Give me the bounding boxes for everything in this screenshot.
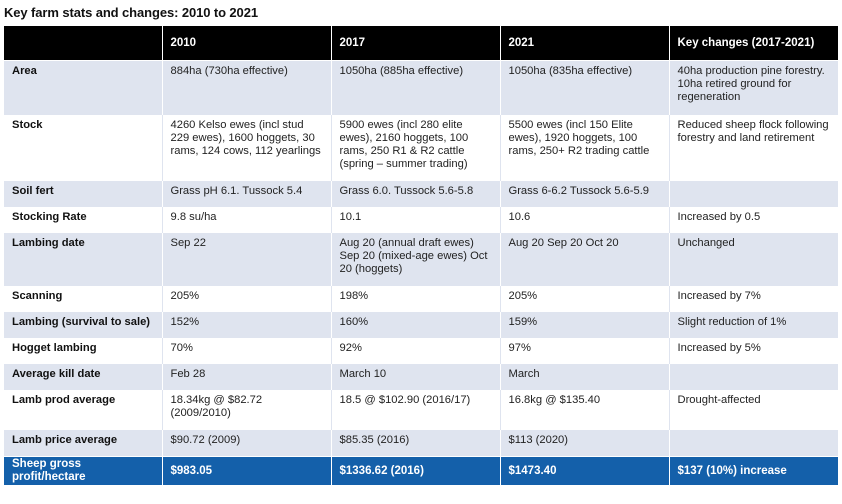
cell-changes: Increased by 7% bbox=[668, 285, 838, 312]
cell-2010: 205% bbox=[161, 285, 331, 312]
row-label: Lambing date bbox=[4, 232, 162, 286]
cell-2021: 5500 ewes (incl 150 Elite ewes), 1920 ho… bbox=[499, 114, 669, 181]
farm-stats-table: 2010 2017 2021 Key changes (2017-2021) A… bbox=[4, 26, 838, 485]
total-2010: $983.05 bbox=[161, 456, 331, 485]
cell-2021: 159% bbox=[499, 311, 669, 338]
page-title: Key farm stats and changes: 2010 to 2021 bbox=[4, 5, 258, 20]
row-label: Hogget lambing bbox=[4, 337, 162, 364]
cell-2017: 198% bbox=[330, 285, 500, 312]
cell-2017: Grass 6.0. Tussock 5.6-5.8 bbox=[330, 180, 500, 207]
row-label: Lamb prod average bbox=[4, 389, 162, 430]
cell-2021: Aug 20 Sep 20 Oct 20 bbox=[499, 232, 669, 286]
header-2021: 2021 bbox=[499, 26, 669, 61]
table-row: Stock 4260 Kelso ewes (incl stud 229 ewe… bbox=[4, 114, 838, 181]
row-label: Scanning bbox=[4, 285, 162, 312]
cell-2017: 5900 ewes (incl 280 elite ewes), 2160 ho… bbox=[330, 114, 500, 181]
total-row: Sheep gross profit/hectare $983.05 $1336… bbox=[4, 456, 838, 485]
row-label: Soil fert bbox=[4, 180, 162, 207]
cell-changes bbox=[668, 180, 838, 207]
table-row: Lambing date Sep 22 Aug 20 (annual draft… bbox=[4, 232, 838, 286]
cell-changes: Increased by 5% bbox=[668, 337, 838, 364]
cell-changes: Slight reduction of 1% bbox=[668, 311, 838, 338]
cell-2017: 1050ha (885ha effective) bbox=[330, 60, 500, 115]
cell-2010: 4260 Kelso ewes (incl stud 229 ewes), 16… bbox=[161, 114, 331, 181]
total-2017: $1336.62 (2016) bbox=[330, 456, 500, 485]
table-row: Hogget lambing 70% 92% 97% Increased by … bbox=[4, 337, 838, 364]
cell-changes bbox=[668, 429, 838, 457]
cell-2021: $113 (2020) bbox=[499, 429, 669, 457]
cell-2010: Grass pH 6.1. Tussock 5.4 bbox=[161, 180, 331, 207]
cell-2021: March bbox=[499, 363, 669, 390]
total-2021: $1473.40 bbox=[499, 456, 669, 485]
cell-2021: Grass 6-6.2 Tussock 5.6-5.9 bbox=[499, 180, 669, 207]
row-label: Area bbox=[4, 60, 162, 115]
header-empty bbox=[4, 26, 162, 61]
table-row: Lamb prod average 18.34kg @ $82.72 (2009… bbox=[4, 389, 838, 430]
cell-2010: Sep 22 bbox=[161, 232, 331, 286]
cell-2010: 884ha (730ha effective) bbox=[161, 60, 331, 115]
cell-changes: Drought-affected bbox=[668, 389, 838, 430]
cell-2017: Aug 20 (annual draft ewes) Sep 20 (mixed… bbox=[330, 232, 500, 286]
cell-2021: 10.6 bbox=[499, 206, 669, 233]
cell-2010: $90.72 (2009) bbox=[161, 429, 331, 457]
cell-changes: Unchanged bbox=[668, 232, 838, 286]
cell-2017: March 10 bbox=[330, 363, 500, 390]
cell-changes: 40ha production pine forestry. 10ha reti… bbox=[668, 60, 838, 115]
cell-2010: 18.34kg @ $82.72 (2009/2010) bbox=[161, 389, 331, 430]
table-row: Average kill date Feb 28 March 10 March bbox=[4, 363, 838, 390]
cell-2017: 10.1 bbox=[330, 206, 500, 233]
header-key-changes: Key changes (2017-2021) bbox=[668, 26, 838, 61]
cell-changes: Reduced sheep flock following forestry a… bbox=[668, 114, 838, 181]
cell-2010: Feb 28 bbox=[161, 363, 331, 390]
cell-changes: Increased by 0.5 bbox=[668, 206, 838, 233]
cell-2017: 18.5 @ $102.90 (2016/17) bbox=[330, 389, 500, 430]
cell-2021: 1050ha (835ha effective) bbox=[499, 60, 669, 115]
table-row: Lamb price average $90.72 (2009) $85.35 … bbox=[4, 429, 838, 457]
row-label: Stocking Rate bbox=[4, 206, 162, 233]
cell-changes bbox=[668, 363, 838, 390]
table-header-row: 2010 2017 2021 Key changes (2017-2021) bbox=[4, 26, 838, 61]
cell-2017: $85.35 (2016) bbox=[330, 429, 500, 457]
table-row: Lambing (survival to sale) 152% 160% 159… bbox=[4, 311, 838, 338]
cell-2021: 16.8kg @ $135.40 bbox=[499, 389, 669, 430]
header-2010: 2010 bbox=[161, 26, 331, 61]
table-row: Scanning 205% 198% 205% Increased by 7% bbox=[4, 285, 838, 312]
row-label: Average kill date bbox=[4, 363, 162, 390]
cell-2010: 70% bbox=[161, 337, 331, 364]
table-row: Area 884ha (730ha effective) 1050ha (885… bbox=[4, 60, 838, 115]
cell-2010: 9.8 su/ha bbox=[161, 206, 331, 233]
cell-2021: 97% bbox=[499, 337, 669, 364]
total-changes: $137 (10%) increase bbox=[668, 456, 838, 485]
row-label: Stock bbox=[4, 114, 162, 181]
cell-2010: 152% bbox=[161, 311, 331, 338]
row-label: Lamb price average bbox=[4, 429, 162, 457]
table-row: Stocking Rate 9.8 su/ha 10.1 10.6 Increa… bbox=[4, 206, 838, 233]
cell-2017: 160% bbox=[330, 311, 500, 338]
cell-2021: 205% bbox=[499, 285, 669, 312]
header-2017: 2017 bbox=[330, 26, 500, 61]
cell-2017: 92% bbox=[330, 337, 500, 364]
total-label: Sheep gross profit/hectare bbox=[4, 456, 162, 485]
row-label: Lambing (survival to sale) bbox=[4, 311, 162, 338]
table-row: Soil fert Grass pH 6.1. Tussock 5.4 Gras… bbox=[4, 180, 838, 207]
